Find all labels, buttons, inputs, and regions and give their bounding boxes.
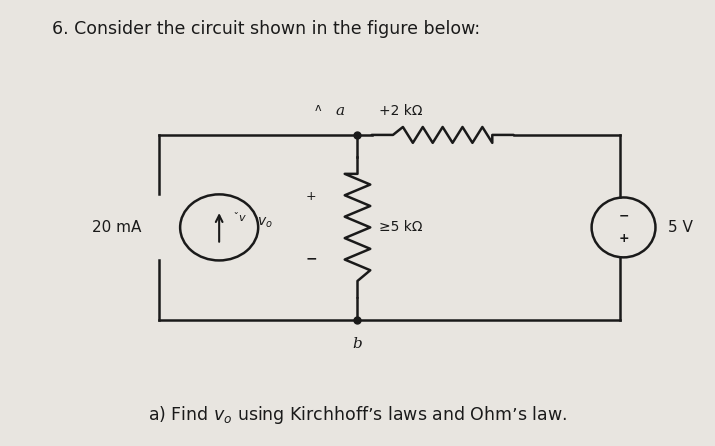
Text: ʌ: ʌ	[315, 103, 322, 112]
Text: +: +	[618, 232, 629, 245]
Text: ≥5 kΩ: ≥5 kΩ	[379, 220, 423, 235]
Text: 5 V: 5 V	[669, 220, 693, 235]
Text: b: b	[352, 337, 363, 351]
Text: $v_o$: $v_o$	[257, 216, 273, 230]
Text: a: a	[335, 103, 345, 118]
Text: 6. Consider the circuit shown in the figure below:: 6. Consider the circuit shown in the fig…	[52, 21, 480, 38]
Text: −: −	[305, 251, 317, 265]
Text: a) Find $v_o$ using Kirchhoff’s laws and Ohm’s law.: a) Find $v_o$ using Kirchhoff’s laws and…	[148, 404, 567, 425]
Text: +: +	[306, 190, 317, 203]
Text: 20 mA: 20 mA	[92, 220, 141, 235]
Text: $\mathit{\check{v}}$: $\mathit{\check{v}}$	[234, 210, 247, 223]
Text: −: −	[618, 210, 628, 223]
Text: +2 kΩ: +2 kΩ	[379, 103, 423, 118]
